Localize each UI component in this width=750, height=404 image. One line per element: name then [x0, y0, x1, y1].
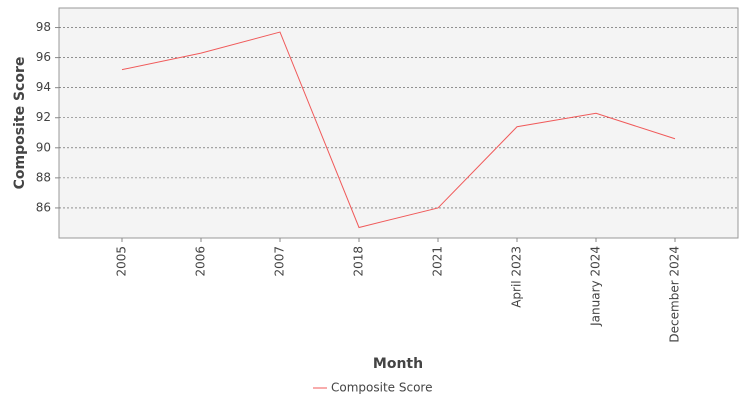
x-axis-label: Month [373, 356, 423, 372]
x-tick-label: January 2024 [589, 246, 603, 327]
x-tick-label: 2021 [431, 246, 445, 277]
y-tick-label: 98 [36, 20, 51, 34]
x-tick-label: 2005 [115, 246, 129, 277]
x-tick-label: 2018 [352, 246, 366, 277]
x-tick-label: 2007 [273, 246, 287, 277]
y-tick-label: 94 [36, 80, 51, 94]
legend-label: Composite Score [331, 381, 432, 395]
x-tick-label: December 2024 [668, 246, 682, 343]
y-tick-label: 86 [36, 200, 51, 214]
line-series [121, 31, 676, 229]
y-tick-label: 90 [36, 140, 51, 154]
x-tick-label: April 2023 [510, 246, 524, 308]
x-tick-label: 2006 [194, 246, 208, 277]
y-axis-label: Composite Score [12, 57, 28, 190]
y-tick-label: 88 [36, 170, 51, 184]
y-tick-label: 96 [36, 50, 51, 64]
y-tick-label: 92 [36, 110, 51, 124]
plot-area [58, 7, 739, 239]
